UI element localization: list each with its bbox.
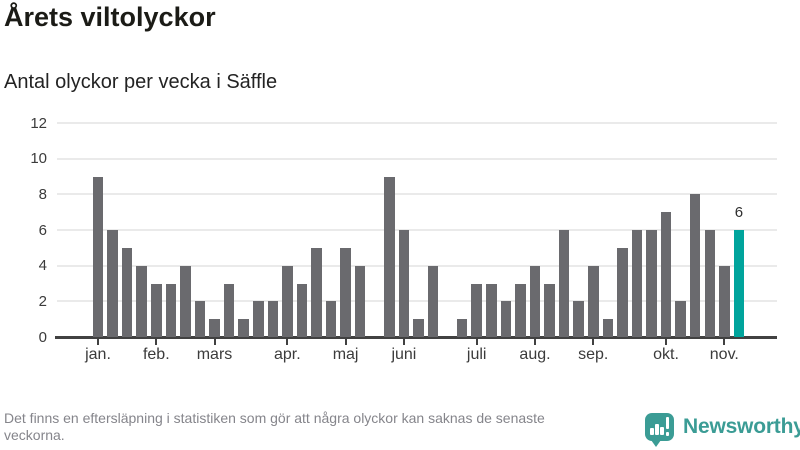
gridline [57, 229, 777, 231]
month-label: aug. [519, 346, 551, 363]
footer-disclaimer: Det finns en eftersläpning i statistiken… [4, 410, 545, 443]
newsworthy-logo: Newsworthy [645, 412, 800, 447]
bar [121, 247, 133, 337]
bar [354, 265, 366, 337]
bar [704, 230, 715, 337]
bar [413, 319, 424, 337]
bar [282, 265, 293, 337]
month-tick [97, 338, 99, 345]
bar [238, 319, 249, 337]
bar [689, 194, 701, 337]
bar [456, 319, 468, 337]
bar [675, 301, 686, 337]
bar [136, 265, 147, 337]
logo-speech-tail [651, 440, 661, 447]
month-tick [402, 338, 405, 345]
bar [151, 283, 162, 337]
month-tick [534, 338, 536, 345]
brand-name: Newsworthy [683, 415, 800, 438]
month-tick [592, 338, 595, 345]
bar [311, 247, 322, 337]
month-label: apr. [273, 346, 301, 363]
bar [194, 301, 206, 337]
bar [384, 176, 395, 337]
bar [500, 301, 512, 337]
month-label: sep. [578, 346, 609, 363]
y-tick-label: 0 [38, 328, 47, 346]
month-tick [665, 338, 667, 345]
newsworthy-logo-icon [645, 413, 674, 441]
page-title: Årets viltolyckor [4, 2, 216, 32]
bar [544, 283, 555, 337]
y-tick-label: 4 [38, 257, 47, 275]
y-tick-label: 12 [30, 114, 47, 132]
bar [325, 301, 337, 337]
month-tick [155, 338, 158, 345]
bar-value-label: 6 [734, 204, 744, 221]
highlighted-bar [733, 230, 745, 337]
bar [209, 319, 220, 337]
bar [180, 265, 191, 337]
gridline [57, 157, 777, 160]
bar [588, 265, 599, 337]
month-tick [286, 338, 289, 345]
month-tick [723, 338, 726, 345]
bar [92, 176, 104, 337]
bar [515, 283, 526, 337]
gridline [57, 193, 777, 196]
month-tick [475, 338, 478, 345]
bar [529, 265, 541, 337]
bar [617, 247, 628, 337]
month-label: maj [332, 346, 359, 363]
y-tick-label: 10 [30, 150, 47, 168]
gridline [57, 264, 777, 267]
bar [165, 283, 177, 337]
bar [660, 212, 672, 337]
bar [253, 301, 264, 337]
bar [602, 319, 613, 337]
bar [107, 230, 118, 337]
bar [471, 283, 482, 337]
gridline [57, 300, 777, 303]
month-label: jan. [85, 346, 111, 363]
bar-chart: 0 2 4 6 8 10 12 jan. feb. mars apr. maj juni juli aug.… [30, 114, 777, 363]
bar [340, 247, 351, 337]
y-tick-label: 6 [38, 221, 47, 239]
bar [558, 230, 570, 337]
y-tick-label: 8 [38, 185, 47, 203]
chart-subtitle: Antal olyckor per vecka i Säffle [4, 71, 278, 93]
bar [646, 230, 657, 337]
x-axis-line [55, 335, 777, 339]
bar [573, 301, 584, 337]
month-label: juni [391, 346, 417, 363]
bar [223, 283, 235, 337]
bar [296, 283, 308, 337]
month-tick [213, 338, 216, 345]
month-tick [344, 338, 347, 345]
y-tick-label: 2 [38, 292, 47, 310]
bar [486, 283, 497, 337]
bar [267, 301, 278, 337]
gridline [57, 122, 777, 124]
month-label: mars [196, 346, 233, 363]
bar [719, 265, 730, 337]
bar [631, 230, 643, 337]
bar [427, 265, 439, 337]
month-label: juli [466, 346, 487, 363]
bar [398, 230, 410, 337]
month-label: nov. [709, 346, 739, 363]
month-label: okt. [653, 346, 679, 363]
month-label: feb. [142, 346, 170, 363]
